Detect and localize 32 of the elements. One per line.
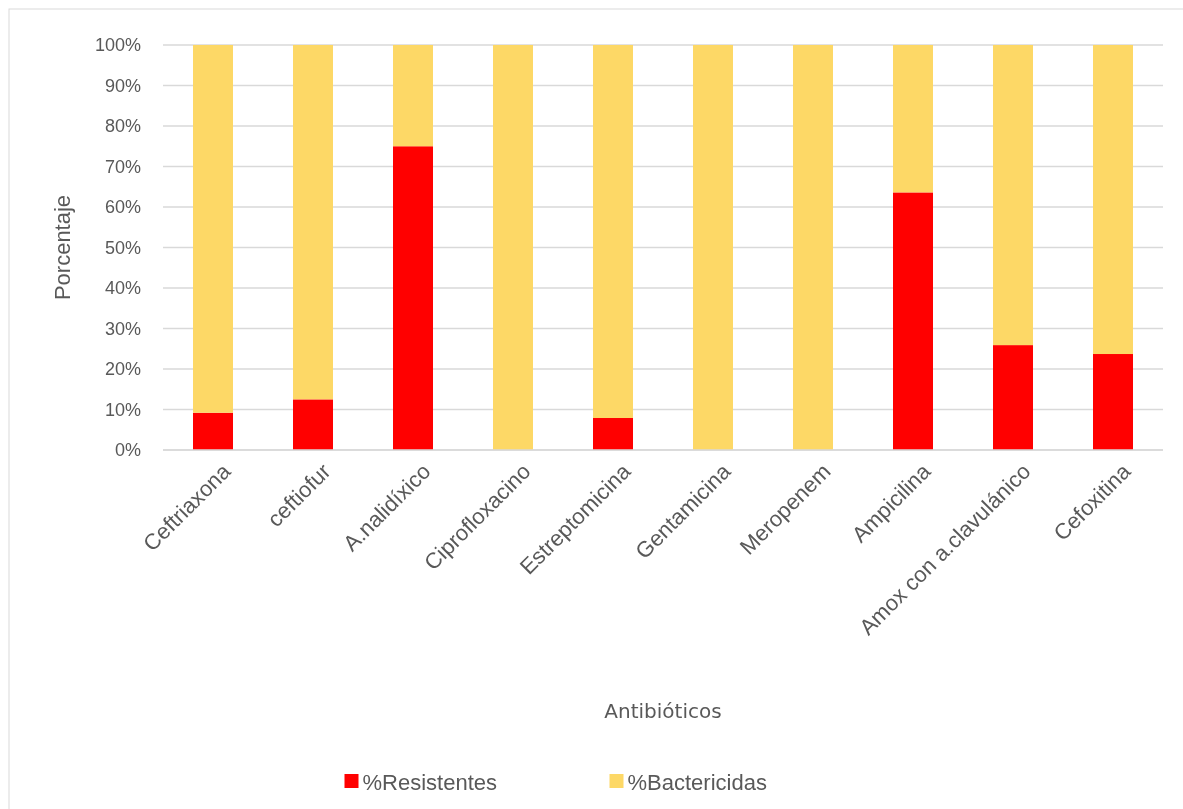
bar	[1093, 354, 1133, 450]
y-tick-label: 90%	[104, 75, 141, 96]
bar	[293, 45, 333, 400]
bar	[993, 345, 1033, 450]
bar	[793, 45, 833, 450]
y-tick-label: 80%	[104, 116, 141, 137]
bar	[293, 399, 333, 450]
y-tick-label: 100%	[94, 35, 141, 56]
legend-label: %Bactericidas	[627, 769, 767, 795]
bar	[893, 45, 933, 193]
bar	[1093, 45, 1133, 355]
y-tick-label: 70%	[104, 156, 141, 177]
y-axis-title: Porcentaje	[50, 194, 75, 301]
bar	[393, 45, 433, 147]
bar	[393, 146, 433, 450]
x-axis-title: Antibióticos	[604, 699, 722, 723]
y-tick-label: 30%	[104, 318, 141, 339]
bar	[893, 192, 933, 450]
y-tick-label: 10%	[104, 399, 141, 420]
bar	[193, 412, 233, 450]
y-tick-label: 40%	[104, 278, 141, 299]
y-tick-label: 0%	[114, 440, 141, 461]
y-tick-label: 20%	[104, 359, 141, 380]
bar	[193, 45, 233, 413]
y-tick-label: 50%	[104, 237, 141, 258]
bar	[993, 45, 1033, 346]
y-tick-label: 60%	[104, 197, 141, 218]
bar	[693, 45, 733, 450]
legend-label: %Resistentes	[362, 769, 498, 795]
bar	[593, 418, 633, 450]
bar	[493, 45, 533, 450]
bar	[593, 45, 633, 419]
